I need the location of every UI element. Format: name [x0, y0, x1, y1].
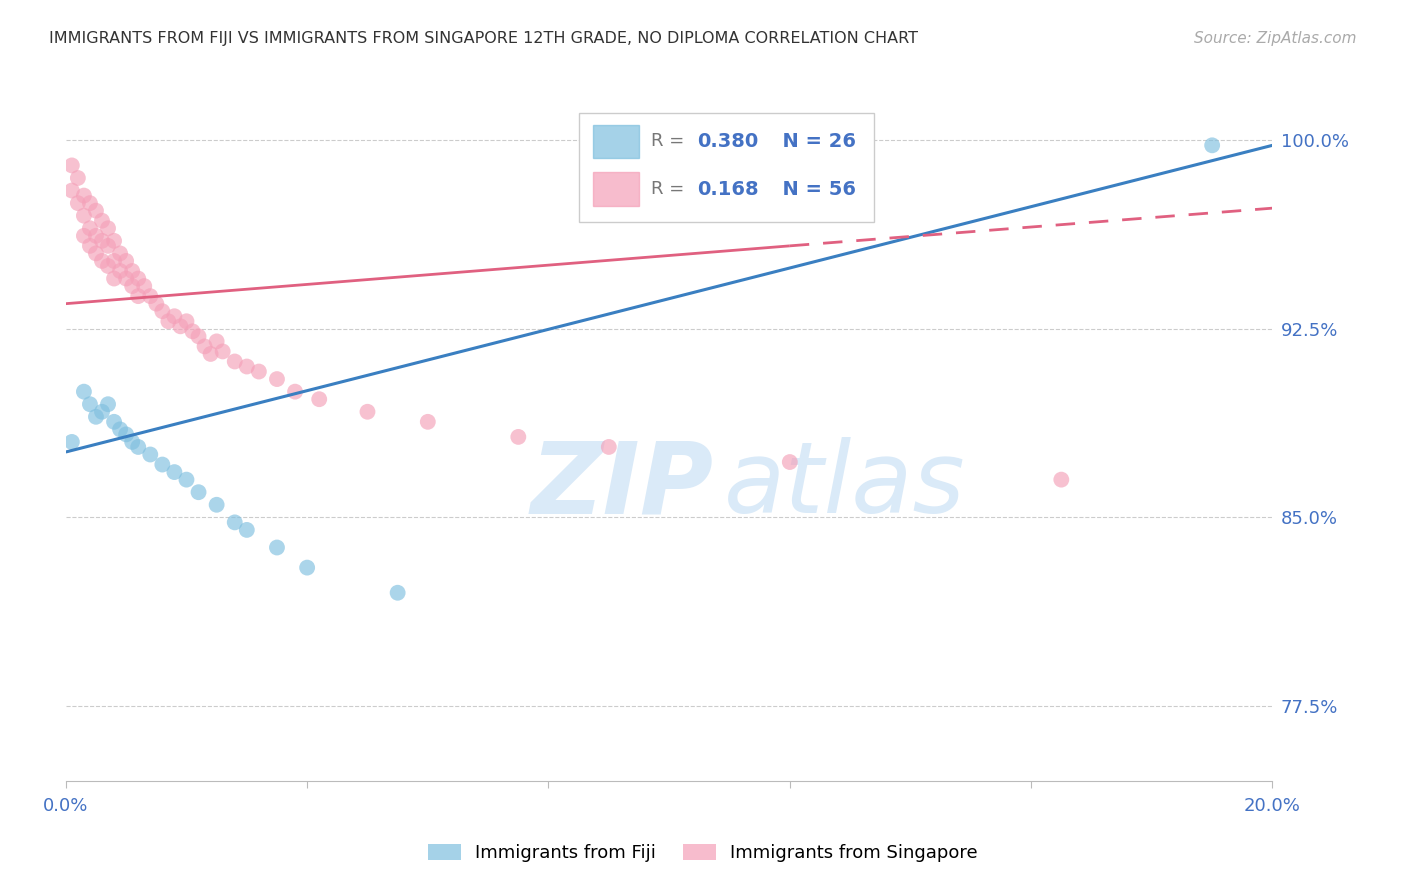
Text: 0.380: 0.380	[697, 132, 758, 151]
Bar	[593, 125, 638, 159]
Point	[598, 440, 620, 454]
Point	[508, 430, 530, 444]
Point	[181, 324, 204, 338]
Point	[205, 334, 228, 349]
Point	[103, 234, 125, 248]
Point	[150, 304, 173, 318]
Point	[108, 422, 131, 436]
Point	[236, 359, 259, 374]
Point	[79, 239, 101, 253]
Point	[1201, 138, 1223, 153]
Point	[84, 246, 107, 260]
Point	[73, 188, 96, 202]
Point	[295, 560, 318, 574]
Legend: Immigrants from Fiji, Immigrants from Singapore: Immigrants from Fiji, Immigrants from Si…	[420, 837, 986, 870]
Point	[416, 415, 439, 429]
Point	[284, 384, 307, 399]
Text: 0.168: 0.168	[697, 180, 758, 199]
Point	[79, 221, 101, 235]
Point	[1050, 473, 1073, 487]
Point	[779, 455, 801, 469]
Point	[187, 329, 209, 343]
Point	[115, 427, 138, 442]
Text: N = 56: N = 56	[769, 180, 856, 199]
Point	[157, 314, 180, 328]
Point	[84, 409, 107, 424]
Point	[211, 344, 233, 359]
Point	[121, 434, 143, 449]
Point	[97, 239, 120, 253]
Point	[139, 448, 162, 462]
Point	[224, 516, 246, 530]
Point	[121, 279, 143, 293]
Point	[97, 221, 120, 235]
Point	[91, 234, 114, 248]
Text: IMMIGRANTS FROM FIJI VS IMMIGRANTS FROM SINGAPORE 12TH GRADE, NO DIPLOMA CORRELA: IMMIGRANTS FROM FIJI VS IMMIGRANTS FROM …	[49, 31, 918, 46]
Point	[91, 254, 114, 268]
Point	[205, 498, 228, 512]
Point	[73, 209, 96, 223]
Point	[60, 434, 83, 449]
Point	[91, 405, 114, 419]
Point	[84, 228, 107, 243]
Point	[60, 158, 83, 172]
Point	[127, 271, 149, 285]
Point	[73, 228, 96, 243]
Point	[194, 339, 217, 353]
Point	[308, 392, 330, 407]
Text: Source: ZipAtlas.com: Source: ZipAtlas.com	[1194, 31, 1357, 46]
Point	[79, 196, 101, 211]
Point	[176, 473, 198, 487]
Point	[121, 264, 143, 278]
Text: N = 26: N = 26	[769, 132, 856, 151]
Point	[79, 397, 101, 411]
Point	[103, 415, 125, 429]
Point	[108, 246, 131, 260]
Point	[115, 254, 138, 268]
Point	[247, 365, 270, 379]
Point	[115, 271, 138, 285]
Point	[169, 319, 191, 334]
Point	[134, 279, 156, 293]
Point	[60, 184, 83, 198]
Point	[176, 314, 198, 328]
Text: atlas: atlas	[724, 437, 965, 534]
Point	[108, 264, 131, 278]
Point	[387, 586, 409, 600]
Point	[97, 397, 120, 411]
Point	[103, 254, 125, 268]
Point	[66, 171, 89, 186]
Text: ZIP: ZIP	[530, 437, 713, 534]
Point	[103, 271, 125, 285]
Point	[163, 310, 186, 324]
Point	[139, 289, 162, 303]
Point	[73, 384, 96, 399]
Point	[163, 465, 186, 479]
Point	[266, 372, 288, 386]
Point	[150, 458, 173, 472]
Point	[224, 354, 246, 368]
Point	[84, 203, 107, 218]
FancyBboxPatch shape	[579, 112, 875, 222]
Point	[127, 440, 149, 454]
Point	[266, 541, 288, 555]
Text: R =: R =	[651, 180, 690, 198]
Point	[236, 523, 259, 537]
Bar	[593, 172, 638, 206]
Point	[200, 347, 222, 361]
Text: R =: R =	[651, 133, 690, 151]
Point	[187, 485, 209, 500]
Point	[91, 213, 114, 227]
Point	[145, 296, 167, 310]
Point	[66, 196, 89, 211]
Point	[356, 405, 378, 419]
Point	[97, 259, 120, 273]
Point	[127, 289, 149, 303]
